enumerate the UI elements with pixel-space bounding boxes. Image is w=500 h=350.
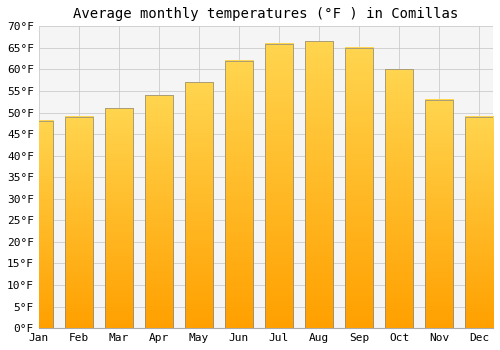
Bar: [25, 121, 53, 328]
Title: Average monthly temperatures (°F ) in Comillas: Average monthly temperatures (°F ) in Co…: [74, 7, 458, 21]
Bar: [185, 82, 213, 328]
Bar: [225, 61, 253, 328]
Bar: [225, 61, 253, 328]
Bar: [65, 117, 93, 328]
Bar: [345, 48, 373, 328]
Bar: [105, 108, 133, 328]
Bar: [265, 43, 293, 328]
Bar: [145, 95, 173, 328]
Bar: [145, 95, 173, 328]
Bar: [425, 100, 453, 328]
Bar: [345, 48, 373, 328]
Bar: [385, 69, 413, 328]
Bar: [305, 41, 333, 328]
Bar: [105, 108, 133, 328]
Bar: [465, 117, 493, 328]
Bar: [185, 82, 213, 328]
Bar: [25, 121, 53, 328]
Bar: [65, 117, 93, 328]
Bar: [425, 100, 453, 328]
Bar: [465, 117, 493, 328]
Bar: [305, 41, 333, 328]
Bar: [265, 43, 293, 328]
Bar: [385, 69, 413, 328]
